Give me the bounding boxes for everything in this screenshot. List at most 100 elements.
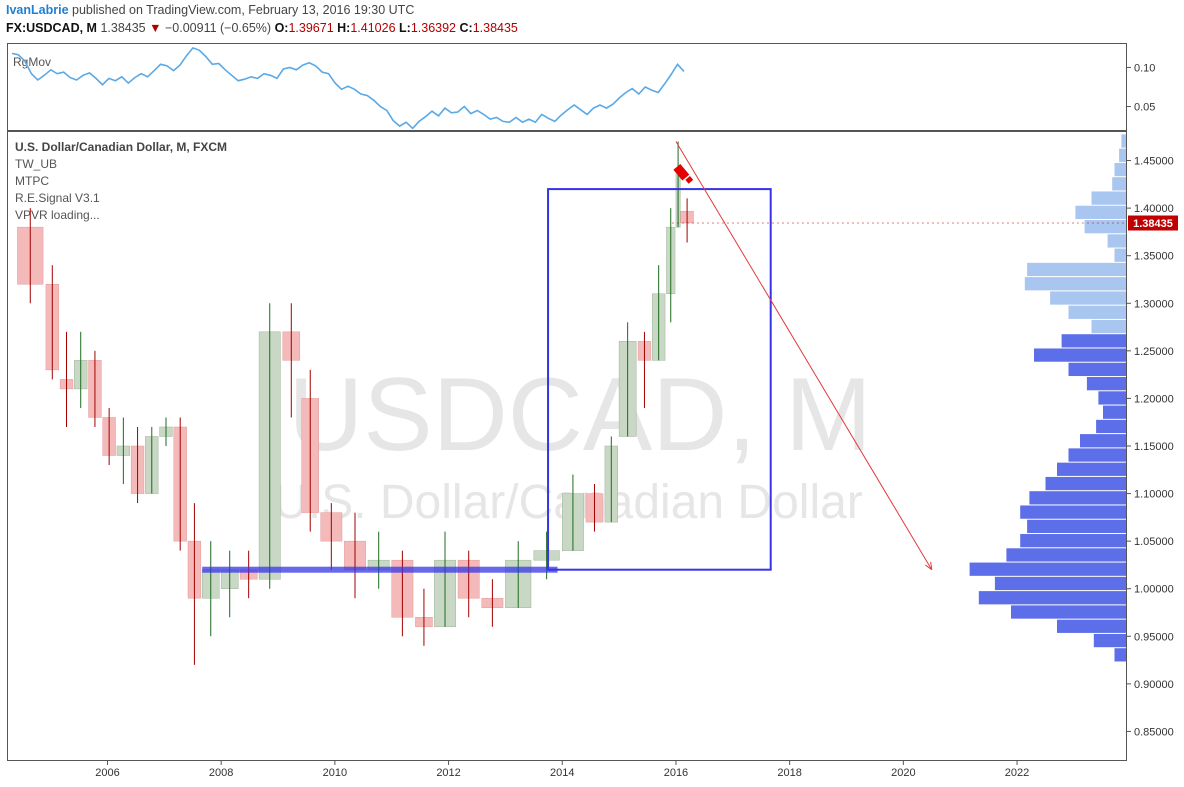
volume-profile-bar (1068, 362, 1126, 377)
main-chart-title: U.S. Dollar/Canadian Dollar, M, FXCM (15, 140, 227, 154)
candle (637, 331, 652, 408)
volume-profile-bar (1114, 648, 1126, 662)
volume-profile-bar (1029, 491, 1126, 505)
volume-profile-bar (978, 591, 1126, 605)
time-tick-label: 2022 (1005, 767, 1029, 779)
candle (675, 141, 681, 228)
time-tick-label: 2008 (209, 767, 233, 779)
candle (391, 550, 414, 637)
candle (201, 541, 220, 637)
candle (652, 265, 666, 361)
time-tick-label: 2018 (777, 767, 801, 779)
volume-profile-bar (1112, 177, 1126, 191)
price-tick-label: 1.45000 (1134, 156, 1174, 168)
candle (415, 588, 433, 646)
volume-profile-bar (1080, 434, 1126, 448)
time-tick-label: 2016 (664, 767, 688, 779)
range-rectangle[interactable] (547, 188, 772, 571)
volume-profile-bar (1011, 605, 1126, 619)
candle (457, 550, 480, 618)
candle (187, 503, 202, 665)
candle (344, 512, 366, 599)
sell-signal-marker-tail (685, 176, 694, 184)
close-value: 1.38435 (472, 21, 518, 35)
candle (173, 417, 187, 551)
candle (680, 198, 694, 243)
rgmov-tick-label: 0.10 (1134, 62, 1155, 74)
price-tick-label: 1.30000 (1134, 298, 1174, 310)
volume-profile-bar (1057, 619, 1126, 633)
watermark-symbol: USDCAD, M (288, 357, 872, 473)
volume-profile-bar (1061, 334, 1126, 348)
price-tick-label: 1.15000 (1134, 441, 1174, 453)
down-arrow-icon: ▼ (149, 21, 162, 35)
price-tick-label: 0.95000 (1134, 631, 1174, 643)
support-line[interactable] (202, 566, 558, 573)
candle (88, 350, 102, 427)
time-axis[interactable]: 2006 2008 2010 2012 2014 2016 2018 2020 2022 (95, 760, 1029, 779)
projection-arrowhead (925, 561, 933, 571)
indicator-tw-ub[interactable]: TW_UB (15, 157, 57, 171)
candle (17, 208, 44, 304)
candle (159, 417, 173, 446)
publish-info: published on TradingView.com, February 1… (72, 3, 415, 17)
candle (367, 531, 390, 589)
price-tick-label: 1.10000 (1134, 489, 1174, 501)
candles (17, 141, 694, 665)
candle (618, 322, 637, 437)
sell-signal-marker (673, 163, 690, 181)
volume-profile-bar (1050, 291, 1126, 305)
candle (434, 531, 456, 628)
drawings (202, 141, 1126, 573)
price-tick-label: 1.25000 (1134, 346, 1174, 358)
indicator-list: TW_UB MTPC R.E.Signal V3.1 VPVR loading.… (15, 157, 100, 222)
candle (45, 265, 59, 380)
price-tick-label: 1.35000 (1134, 251, 1174, 263)
open-label: O: (274, 21, 289, 35)
price-tick-label: 1.00000 (1134, 584, 1174, 596)
publish-line: IvanLabrie published on TradingView.com,… (6, 3, 414, 17)
price-tick-label: 0.90000 (1134, 679, 1174, 691)
volume-profile-bar (1057, 462, 1126, 476)
volume-profile-bar (1027, 262, 1126, 277)
volume-profile-bar (1091, 319, 1126, 334)
price-tick-label: 1.20000 (1134, 393, 1174, 405)
volume-profile-bar (1020, 505, 1126, 519)
projection-line[interactable] (675, 141, 933, 570)
rgmov-axis: 0.10 0.05 (1126, 62, 1155, 114)
indicator-re-signal[interactable]: R.E.Signal V3.1 (15, 191, 100, 205)
candle (666, 208, 676, 323)
author-link[interactable]: IvanLabrie (6, 3, 69, 17)
last-price-badge-text: 1.38435 (1133, 218, 1173, 230)
rgmov-tick-label: 0.05 (1134, 102, 1155, 114)
rgmov-label[interactable]: RgMov (13, 55, 51, 69)
symbol-label[interactable]: FX:USDCAD, M (6, 21, 97, 35)
price-axis[interactable]: 1.45000 1.40000 1.35000 1.30000 1.25000 1.200… (1126, 156, 1174, 739)
candle (562, 474, 584, 551)
time-tick-label: 2014 (550, 767, 574, 779)
price-tick-label: 1.40000 (1134, 203, 1174, 215)
volume-profile-bar (1121, 134, 1126, 148)
ohlc-legend: FX:USDCAD, M 1.38435 ▼ −0.00911 (−0.65%)… (6, 21, 518, 35)
volume-profile-bar (1119, 148, 1126, 162)
indicator-vpvr[interactable]: VPVR loading... (15, 208, 100, 222)
indicator-mtpc[interactable]: MTPC (15, 174, 49, 188)
rgmov-line (11, 46, 685, 130)
rgmov-panel-frame (7, 43, 1127, 131)
volume-profile (969, 134, 1126, 662)
volume-profile-bar (1034, 348, 1126, 362)
candle (282, 303, 301, 418)
price-tick-label: 0.85000 (1134, 726, 1174, 738)
close-label: C: (459, 21, 473, 35)
time-tick-label: 2020 (891, 767, 915, 779)
high-label: H: (337, 21, 351, 35)
candle (116, 417, 130, 485)
volume-profile-bar (1107, 234, 1126, 248)
candle (145, 426, 159, 494)
candle (102, 407, 116, 466)
candle (301, 369, 320, 532)
candle (258, 303, 281, 589)
time-tick-label: 2006 (95, 767, 119, 779)
